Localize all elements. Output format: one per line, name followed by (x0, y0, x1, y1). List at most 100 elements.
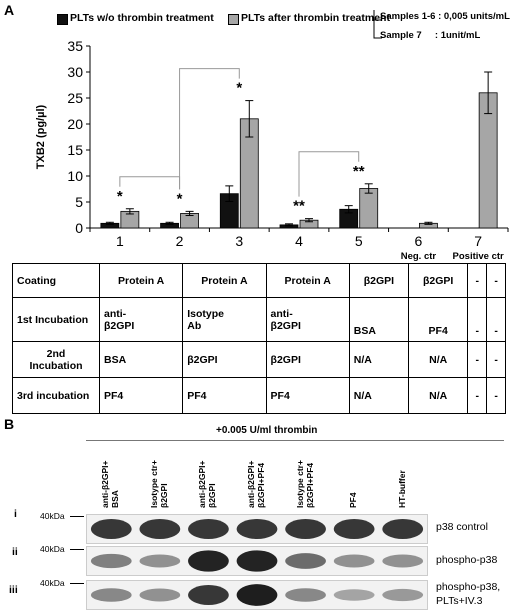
y-tick-label: 35 (67, 38, 83, 54)
table-header-label: Coating (12, 263, 100, 298)
table-row-label: 3rd incubation (12, 377, 100, 414)
blot-header: +0.005 U/ml thrombin (216, 425, 318, 436)
table-cell: anti- β2GPI (98, 297, 184, 342)
y-tick-label: 20 (67, 116, 83, 132)
thrombin-note-1: Samples 1-6 : 0,005 units/mL (380, 11, 510, 22)
blot-band (285, 553, 326, 569)
lane-label: anti-β2GPI+ β2GPI (197, 460, 218, 508)
blot-strip-iii (86, 580, 428, 610)
table-cell: - (486, 341, 506, 378)
kda-marker-i: 40kDa (40, 511, 65, 521)
significance-marker: * (236, 80, 242, 97)
table-cell: N/A (348, 377, 410, 414)
blot-band (139, 588, 181, 602)
significance-marker: ** (293, 198, 305, 215)
blot-band (90, 519, 132, 539)
table-cell: PF4 (265, 377, 350, 414)
table-cell: PF4 (98, 377, 184, 414)
x-tick-label: 2 (176, 233, 184, 249)
blot-band (382, 588, 424, 602)
x-category-sublabel: Neg. ctr (401, 251, 437, 262)
table-cell: PF4 (182, 377, 267, 414)
comparison-bracket (298, 151, 360, 197)
x-category-sublabel: Positive ctr (453, 251, 505, 262)
blot-band (139, 519, 181, 539)
y-tick-label: 25 (67, 90, 83, 106)
blot-strip-i (86, 514, 428, 544)
x-tick-label: 6 (415, 233, 423, 249)
blot-band (188, 585, 229, 605)
kda-marker-iii: 40kDa (40, 578, 65, 588)
table-cell: β2GPI (348, 263, 410, 298)
blot-band (90, 553, 132, 569)
x-tick-label: 4 (295, 233, 303, 249)
blot-band (236, 550, 278, 572)
table-row-label: 1st Incubation (12, 297, 100, 342)
kda-tick-ii (70, 549, 84, 550)
y-tick-label: 0 (75, 220, 83, 236)
blot-band (236, 584, 278, 606)
x-tick-label: 1 (116, 233, 124, 249)
kda-tick-iii (70, 583, 84, 584)
blot-band (333, 589, 375, 601)
table-cell: BSA (348, 297, 410, 342)
table-cell: N/A (408, 377, 469, 414)
blot-band (333, 554, 375, 568)
kda-tick-i (70, 516, 84, 517)
lane-label: PF4 (348, 492, 359, 508)
table-row-third-incubation: 3rd incubation PF4 PF4 PF4 N/A N/A - - (12, 377, 506, 414)
band-name-i: p38 control (436, 521, 488, 533)
legend-label-series2: PLTs after thrombin treatment (241, 12, 390, 24)
legend-swatch-series1 (57, 14, 68, 25)
table-row-first-incubation: 1st Incubation anti- β2GPI Isotype Ab an… (12, 297, 506, 342)
x-tick-label: 5 (355, 233, 363, 249)
table-cell: Protein A (182, 263, 267, 298)
table-cell: - (467, 377, 488, 414)
blot-header-line (86, 440, 504, 441)
table-cell: Protein A (265, 263, 350, 298)
table-cell: N/A (348, 341, 410, 378)
panel-a-label: A (4, 2, 15, 18)
table-cell: - (486, 297, 506, 342)
y-axis-label: TXB2 (pg/µl) (35, 104, 47, 169)
table-cell: - (467, 341, 488, 378)
lane-label: anti-β2GPI+ β2GPI+PF4 (246, 460, 266, 508)
panel-b-label: B (4, 416, 15, 432)
blot-band (188, 550, 229, 572)
table-cell: Isotype Ab (182, 297, 267, 342)
note-bracket (373, 10, 382, 39)
blot-band (188, 519, 229, 539)
table-row-label: 2nd Incubation (12, 341, 100, 378)
blot-row-label-iii: iii (9, 584, 18, 596)
band-name-iii: phospho-p38, PLTs+IV.3 (436, 581, 501, 607)
lane-label: Isotype ctr+ β2GPI (148, 460, 169, 508)
blot-band (285, 519, 326, 539)
lane-label: anti-β2GPI+ BSA (100, 460, 121, 508)
table-cell: - (486, 263, 506, 298)
table-cell: BSA (98, 341, 184, 378)
lane-label: Isotype ctr+ β2GPI+PF4 (294, 460, 315, 508)
blot-strip-ii (86, 546, 428, 576)
blot-band (90, 588, 132, 602)
thrombin-note-2: Sample 7 : 1unit/mL (380, 30, 481, 41)
significance-marker: * (177, 190, 183, 207)
y-tick-label: 30 (67, 64, 83, 80)
bar-chart: 0 5 10 15 20 25 30 35 TXB2 (pg/µl) 1 2 3 4 5 6 Neg. ctr… (35, 38, 509, 262)
x-tick-label: 3 (235, 233, 243, 249)
comparison-bracket (179, 68, 240, 190)
table-cell: β2GPI (182, 341, 267, 378)
blot-row-label-i: i (14, 508, 17, 520)
table-cell: - (467, 263, 488, 298)
y-tick-label: 10 (67, 168, 83, 184)
table-row-second-incubation: 2nd Incubation BSA β2GPI β2GPI N/A N/A -… (12, 341, 506, 378)
blot-band (139, 554, 181, 568)
y-tick-label: 5 (75, 194, 83, 210)
bar-after-thrombin (359, 188, 379, 229)
table-cell: anti- β2GPI (265, 297, 350, 342)
significance-marker: * (117, 188, 123, 205)
table-cell: - (467, 297, 488, 342)
table-cell: N/A (408, 341, 469, 378)
table-cell: Protein A (98, 263, 184, 298)
blot-band (285, 588, 326, 602)
comparison-bracket (119, 176, 181, 190)
